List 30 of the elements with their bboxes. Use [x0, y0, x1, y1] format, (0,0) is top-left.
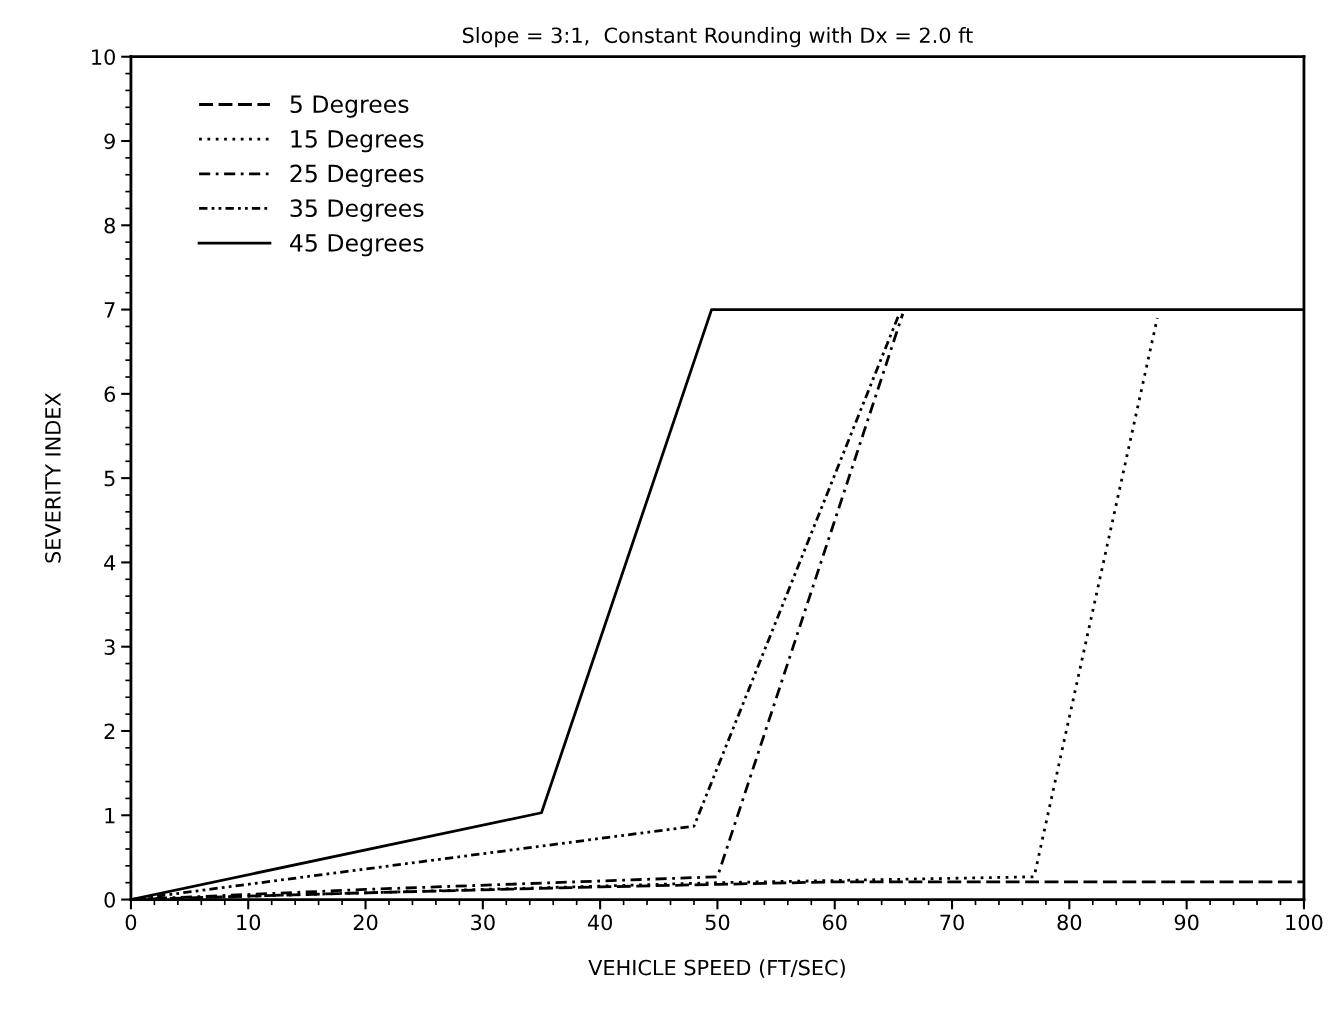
- y-tick-label: 8: [104, 217, 115, 234]
- legend-label: 5 Degrees: [290, 95, 409, 118]
- legend-label: 35 Degrees: [290, 199, 424, 222]
- y-tick-label: 3: [104, 639, 115, 655]
- y-tick-label: 1: [105, 807, 115, 824]
- x-tick-label: 20: [353, 914, 378, 931]
- legend-label: 15 Degrees: [291, 130, 424, 153]
- y-axis-title: SEVERITY INDEX: [45, 392, 61, 563]
- x-tick-label: 0: [125, 914, 137, 931]
- legend-label: 25 Degrees: [290, 164, 424, 187]
- chart-title: Slope = 3:1, Constant Rounding with Dx = 2.0 ft: [462, 27, 973, 48]
- y-tick-label: 0: [104, 892, 115, 908]
- x-tick-label: 100: [1286, 914, 1323, 931]
- y-tick-label: 6: [104, 386, 116, 403]
- x-axis-title: VEHICLE SPEED (FT/SEC): [588, 959, 845, 978]
- x-tick-label: 50: [705, 914, 730, 931]
- legend-label: 45 Degrees: [289, 234, 424, 257]
- y-tick-label: 2: [104, 723, 115, 739]
- x-tick-label: 40: [587, 914, 612, 931]
- x-tick-label: 80: [1057, 914, 1082, 931]
- y-tick-label: 10: [92, 49, 115, 65]
- x-tick-label: 90: [1174, 914, 1199, 931]
- x-tick-label: 60: [822, 914, 847, 931]
- y-tick-label: 4: [104, 555, 116, 571]
- x-tick-label: 10: [237, 914, 261, 931]
- y-tick-label: 9: [104, 133, 115, 150]
- y-tick-label: 7: [104, 302, 115, 318]
- x-tick-label: 30: [471, 914, 495, 931]
- y-tick-label: 5: [104, 470, 115, 487]
- x-tick-label: 70: [940, 914, 964, 931]
